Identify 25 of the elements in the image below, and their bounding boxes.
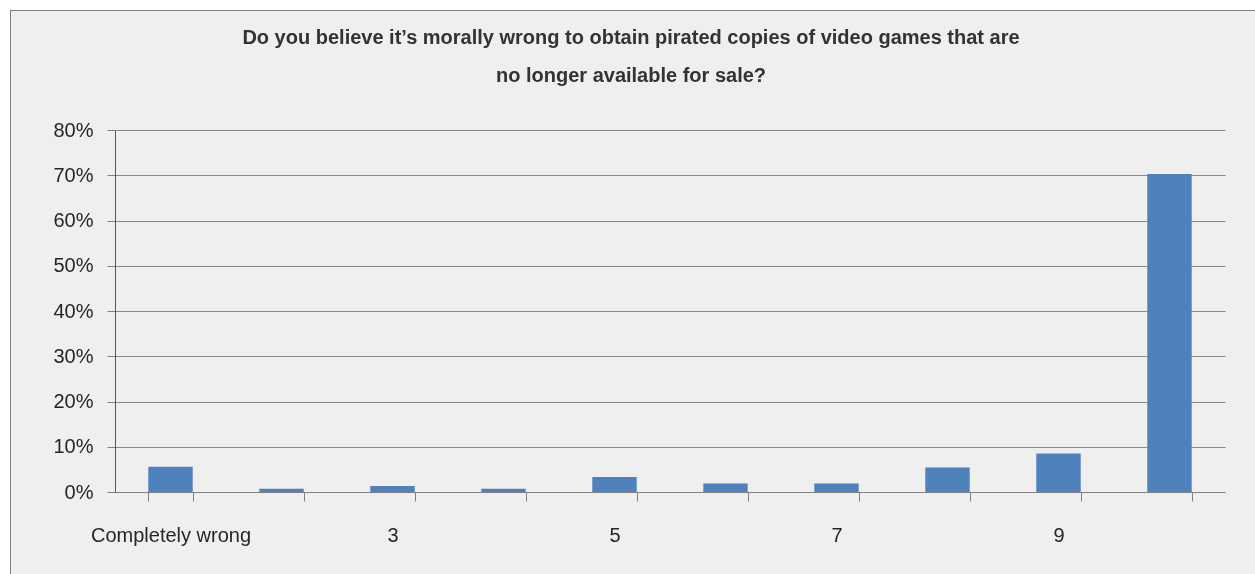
y-tick-label: 50% [53, 254, 94, 277]
y-tick-label: 60% [53, 209, 94, 231]
x-tick-label: 3 [387, 523, 399, 546]
chart-title: Do you believe it’s morally wrong to obtain pirated copies of video games that are no longer available for sale? [242, 26, 1020, 86]
y-tick-label: 30% [53, 344, 94, 367]
x-tick-label: 9 [1053, 523, 1065, 546]
bar [925, 467, 970, 492]
y-tick-label: 70% [53, 163, 94, 186]
y-tick-label: 10% [53, 435, 94, 458]
x-tick-label: 7 [831, 523, 843, 546]
x-tick-label: Completely wrong [90, 523, 252, 546]
bar [259, 488, 304, 492]
y-tick-label: 20% [53, 390, 94, 412]
bar [1036, 453, 1081, 492]
y-tick-label: 0% [64, 480, 94, 503]
bar [370, 486, 415, 492]
bar [1147, 173, 1192, 492]
x-tick-label: 5 [609, 523, 621, 546]
bar [148, 466, 193, 492]
bar [481, 488, 526, 492]
bar [703, 483, 748, 492]
y-tick-label: 80% [53, 118, 94, 141]
y-tick-label: 40% [53, 299, 94, 322]
bar [592, 477, 637, 492]
bar [814, 483, 859, 492]
